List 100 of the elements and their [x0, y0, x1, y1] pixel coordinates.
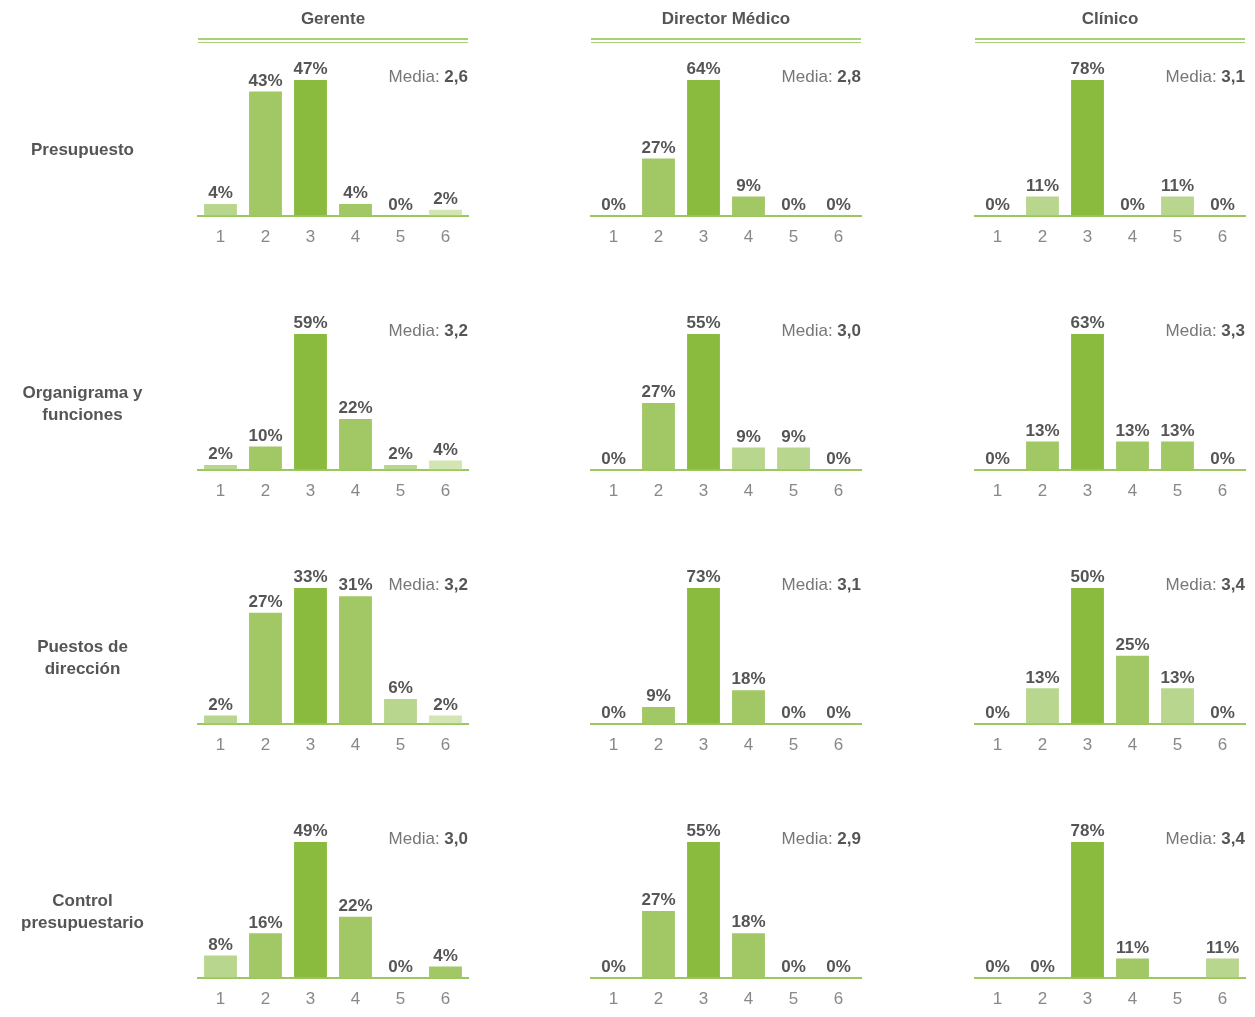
bar [294, 80, 327, 216]
data-label: 0% [601, 448, 626, 468]
x-tick-label: 4 [350, 989, 361, 1009]
x-tick-label: 2 [260, 989, 271, 1009]
data-label: 0% [826, 702, 851, 722]
x-tick-label: 6 [1217, 989, 1228, 1009]
data-label: 27% [641, 890, 676, 910]
data-label: 73% [686, 567, 721, 587]
x-tick-label: 2 [1037, 735, 1048, 755]
data-label: 2% [208, 444, 233, 464]
data-label: 2% [388, 444, 413, 464]
x-tick-label: 2 [653, 989, 664, 1009]
data-label: 9% [736, 175, 761, 195]
annotation: Media: 3,0 [388, 829, 469, 848]
data-label: 0% [985, 448, 1010, 468]
data-label: 0% [985, 956, 1010, 976]
x-tick-label: 5 [395, 735, 406, 755]
data-label: 6% [388, 678, 413, 698]
bar [384, 698, 417, 724]
x-tick-label: 3 [1082, 735, 1093, 755]
x-tick-label: 6 [833, 227, 844, 247]
data-label: 0% [985, 702, 1010, 722]
annotation: Media: 2,8 [781, 67, 862, 86]
x-tick-label: 3 [305, 481, 316, 501]
data-label: 0% [601, 956, 626, 976]
data-label: 2% [208, 694, 233, 714]
x-tick-label: 3 [698, 735, 709, 755]
y-axis-title: Organigrama y funciones [21, 382, 144, 426]
annotation: Media: 3,2 [388, 575, 469, 594]
x-tick-label: 2 [653, 735, 664, 755]
data-label: 4% [433, 945, 458, 965]
x-tick-label: 4 [743, 735, 754, 755]
x-tick-label: 5 [788, 989, 799, 1009]
x-tick-label: 6 [1217, 735, 1228, 755]
data-label: 59% [293, 313, 328, 333]
x-tick-label: 2 [653, 227, 664, 247]
x-tick-label: 1 [215, 989, 226, 1009]
x-tick-label: 2 [260, 481, 271, 501]
x-tick-label: 3 [698, 481, 709, 501]
data-label: 0% [781, 956, 806, 976]
x-tick-label: 2 [260, 735, 271, 755]
data-label: 11% [1205, 937, 1240, 957]
x-tick-label: 1 [992, 989, 1003, 1009]
x-tick-label: 4 [1127, 989, 1138, 1009]
data-label: 13% [1025, 420, 1060, 440]
x-tick-label: 5 [788, 227, 799, 247]
y-axis-title: Puestos de dirección [36, 636, 129, 680]
x-tick-label: 4 [743, 227, 754, 247]
data-label: 78% [1070, 821, 1105, 841]
data-label: 27% [641, 382, 676, 402]
data-label: 0% [388, 194, 413, 214]
data-label: 11% [1160, 175, 1195, 195]
x-tick-label: 2 [1037, 481, 1048, 501]
annotation: Media: 3,1 [1165, 67, 1246, 86]
data-label: 0% [781, 702, 806, 722]
x-tick-label: 4 [350, 735, 361, 755]
x-tick-label: 3 [1082, 481, 1093, 501]
data-label: 4% [343, 183, 368, 203]
x-tick-label: 3 [305, 735, 316, 755]
data-label: 9% [736, 426, 761, 446]
data-label: 2% [433, 189, 458, 209]
data-label: 13% [1160, 420, 1195, 440]
x-tick-label: 6 [833, 989, 844, 1009]
data-label: 27% [641, 137, 676, 157]
x-tick-label: 3 [698, 227, 709, 247]
data-label: 0% [1210, 448, 1235, 468]
x-tick-label: 1 [608, 227, 619, 247]
data-label: 0% [1030, 956, 1055, 976]
x-tick-label: 3 [305, 989, 316, 1009]
y-axis-title: Control presupuestario [20, 890, 145, 934]
data-label: 55% [686, 821, 721, 841]
data-label: 33% [293, 567, 328, 587]
data-label: 47% [293, 59, 328, 79]
x-tick-label: 2 [1037, 227, 1048, 247]
x-tick-label: 1 [992, 735, 1003, 755]
x-tick-label: 5 [395, 989, 406, 1009]
data-label: 0% [826, 448, 851, 468]
x-tick-label: 2 [653, 481, 664, 501]
data-label: 0% [601, 194, 626, 214]
data-label: 13% [1025, 667, 1060, 687]
x-tick-label: 3 [698, 989, 709, 1009]
bar [204, 715, 237, 724]
x-tick-label: 6 [833, 481, 844, 501]
x-tick-label: 6 [440, 989, 451, 1009]
x-tick-label: 6 [440, 481, 451, 501]
x-tick-label: 5 [788, 481, 799, 501]
x-tick-label: 1 [608, 989, 619, 1009]
data-label: 0% [1210, 702, 1235, 722]
data-label: 11% [1115, 937, 1150, 957]
data-label: 22% [338, 895, 373, 915]
x-tick-label: 5 [788, 735, 799, 755]
x-tick-label: 3 [1082, 227, 1093, 247]
data-label: 18% [731, 912, 766, 932]
annotation: Media: 3,0 [781, 321, 862, 340]
data-label: 31% [338, 575, 373, 595]
x-tick-label: 1 [215, 735, 226, 755]
data-label: 64% [686, 59, 721, 79]
data-label: 78% [1070, 59, 1105, 79]
data-label: 50% [1070, 567, 1105, 587]
x-tick-label: 4 [350, 481, 361, 501]
